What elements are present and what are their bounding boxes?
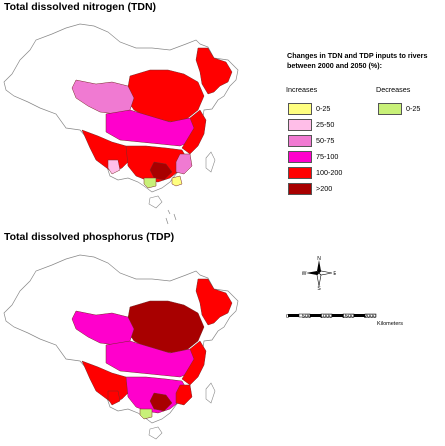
region-pearl-river (149, 392, 173, 412)
region-far-south (143, 177, 157, 189)
hainan-island (148, 195, 163, 209)
legend-label: >200 (316, 184, 333, 193)
region-far-south (139, 408, 153, 420)
compass-s: S (317, 286, 321, 290)
scale-tick-label: 0 (286, 314, 290, 320)
compass-n: N (317, 256, 321, 262)
legend-increases-heading: Increases (286, 85, 318, 94)
region-north-plain (125, 69, 205, 123)
region-yellow-river-upper (71, 79, 135, 115)
north-arrow-icon: N S E W (302, 256, 336, 290)
scale-bar (288, 313, 377, 318)
region-yellow-river-upper (71, 310, 135, 346)
scale-tick-label: 1500 (342, 314, 355, 320)
taiwan-island (205, 382, 216, 404)
legend-title: Changes in TDN and TDP inputs to rivers … (287, 51, 428, 70)
region-northeast (195, 278, 233, 326)
legend-swatch (288, 183, 312, 195)
region-coastal-south (171, 175, 183, 187)
legend-label: 0-25 (316, 104, 331, 113)
legend-label: 75-100 (316, 152, 339, 161)
scale-tick-label: 2000 (364, 314, 377, 320)
region-north-plain (125, 300, 205, 354)
tdn-map-title: Total dissolved nitrogen (TDN) (4, 1, 157, 13)
scale-tick-label: 1000 (320, 314, 333, 320)
tdp-map-title: Total dissolved phosphorus (TDP) (4, 231, 175, 243)
region-west-pocket (107, 159, 121, 175)
region-east-coast (181, 340, 207, 386)
legend-swatch (378, 103, 402, 115)
tdp-map (3, 254, 239, 440)
legend-label: 25-50 (316, 120, 335, 129)
legend-swatch (288, 119, 312, 131)
region-southeast (175, 384, 193, 406)
legend-swatch (288, 135, 312, 147)
south-sea-islands (165, 209, 177, 225)
legend-label: 0-25 (406, 104, 421, 113)
compass-e: E (333, 271, 336, 277)
region-southeast (175, 153, 193, 175)
hainan-island (148, 426, 163, 440)
scale-tick-label: 500 (302, 314, 312, 320)
compass-w: W (302, 271, 307, 277)
region-east-coast (181, 109, 207, 155)
legend-label: 50-75 (316, 136, 335, 145)
taiwan-island (205, 151, 216, 173)
region-west-pocket (107, 390, 121, 406)
legend-label: 100-200 (316, 168, 343, 177)
scale-unit-label: Kilometers (377, 321, 403, 327)
region-pearl-river (149, 161, 173, 181)
legend-swatch (288, 103, 312, 115)
legend-swatch (288, 151, 312, 163)
tdn-map (3, 23, 239, 225)
legend-decreases-heading: Decreases (376, 85, 411, 94)
region-northeast (195, 47, 233, 95)
legend-swatch (288, 167, 312, 179)
